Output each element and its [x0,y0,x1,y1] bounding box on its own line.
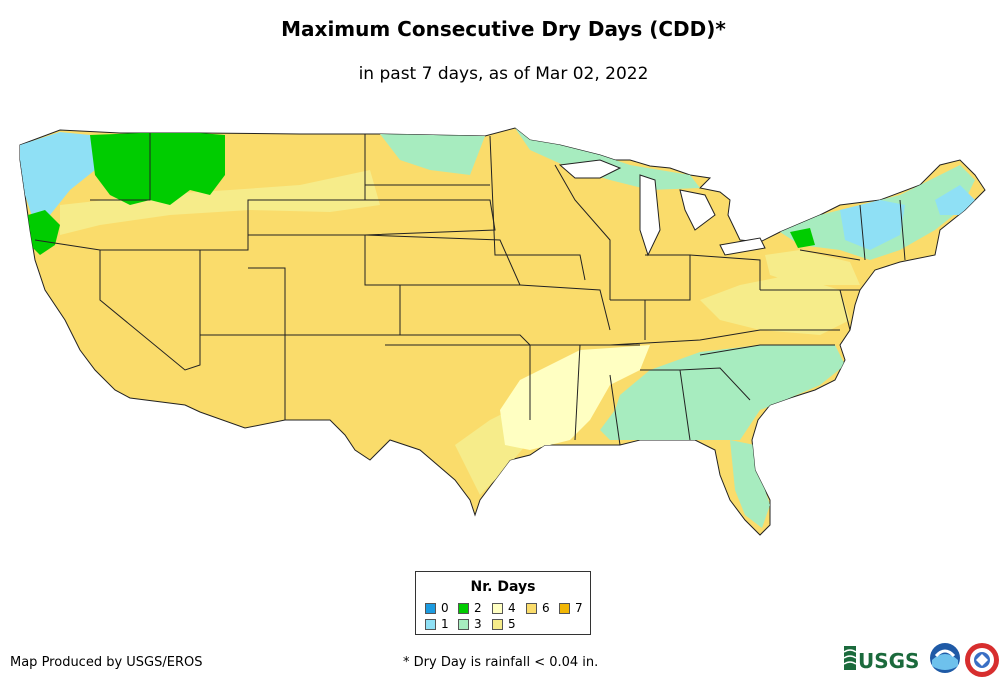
zone-3-days-florida [730,440,770,528]
legend-label: 7 [575,601,583,615]
legend-swatch [425,619,436,630]
zone-2-days-oregon-coast [28,210,60,255]
zone-1-day-northwest [20,132,95,225]
zone-1-day-maine [935,185,975,215]
zone-3-days-southeast [600,345,845,440]
zone-5-days-newengland [765,250,860,285]
legend-swatch [559,603,570,614]
legend-label: 0 [441,601,449,615]
zone-3-days-north-plains [380,134,485,175]
zone-2-days-northwest [90,133,225,205]
legend-title: Nr. Days [470,579,536,595]
legend-label: 6 [542,601,550,615]
legend-item-6: 6 [526,601,550,615]
lake-superior [558,159,622,179]
legend-swatch [458,619,469,630]
legend-swatch [425,603,436,614]
legend-swatch [526,603,537,614]
legend-label: 4 [508,601,516,615]
noaa-logo-icon [930,643,960,673]
usgs-logo-icon: USGS [843,646,919,673]
nws-logo-icon [965,643,999,677]
legend-label: 1 [441,617,449,631]
legend-label: 2 [474,601,482,615]
lake-erie [719,237,766,256]
legend-item-2: 2 [458,601,482,615]
agency-logos: USGS [843,643,999,677]
dry-day-footnote: * Dry Day is rainfall < 0.04 in. [403,655,599,670]
legend-swatch [492,603,503,614]
map-credit: Map Produced by USGS/EROS [10,655,203,670]
dry-day-zones [20,128,975,528]
usgs-logo-text: USGS [858,649,919,673]
zone-5-days-north [60,170,380,235]
legend-item-3: 3 [458,617,482,631]
zone-1-day-northeast [840,200,905,250]
map-title: Maximum Consecutive Dry Days (CDD)* [281,17,726,41]
legend-item-7: 7 [559,601,583,615]
legend-item-4: 4 [492,601,516,615]
legend-swatch [492,619,503,630]
map-subtitle: in past 7 days, as of Mar 02, 2022 [358,64,649,84]
legend: Nr. Days 0 1 2 3 4 5 6 7 [415,571,591,635]
legend-item-0: 0 [425,601,449,615]
legend-label: 5 [508,617,516,631]
lake-huron [679,189,716,231]
legend-label: 3 [474,617,482,631]
lake-michigan [639,174,661,257]
zone-3-days-great-lakes [515,128,700,190]
zone-4-days-south [500,345,650,450]
legend-item-1: 1 [425,617,449,631]
zone-2-days-newyork [790,228,815,248]
state-borders [34,133,906,446]
legend-item-5: 5 [492,617,516,631]
legend-swatch [458,603,469,614]
great-lakes [558,159,766,257]
